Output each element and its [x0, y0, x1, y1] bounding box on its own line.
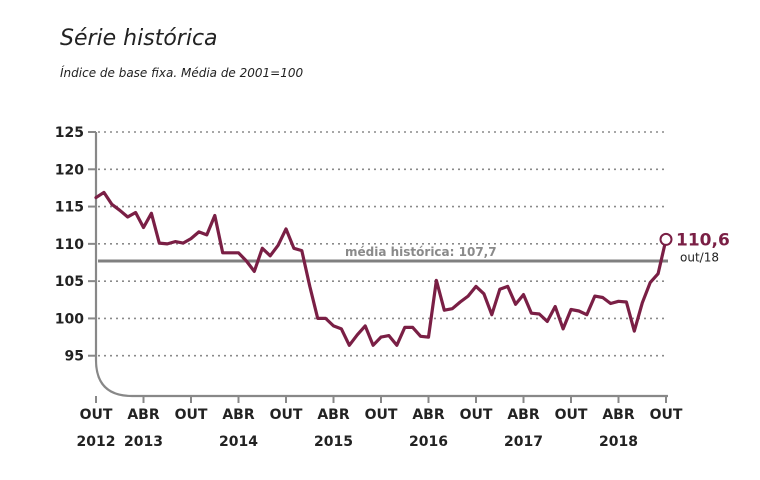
x-tick-label: OUT [270, 407, 303, 423]
x-tick-label: OUT [365, 407, 398, 423]
last-point-marker [659, 232, 673, 246]
x-tick-label: OUT [460, 407, 493, 423]
x-year-label: 2018 [599, 434, 638, 450]
x-tick-label: OUT [80, 407, 113, 423]
x-year-label: 2016 [409, 434, 448, 450]
x-tick-label: ABR [222, 407, 255, 423]
x-year-label: 2017 [504, 434, 543, 450]
y-tick-label: 105 [55, 274, 84, 290]
y-tick-label: 120 [55, 162, 84, 178]
x-tick-label: ABR [507, 407, 540, 423]
x-tick-label: OUT [175, 407, 208, 423]
mean-reference-label: média histórica: 107,7 [345, 245, 497, 259]
last-point-value: 110,6 [676, 230, 730, 250]
x-tick-label: OUT [555, 407, 588, 423]
chart-title: Série histórica [60, 26, 218, 51]
x-tick-label: ABR [412, 407, 445, 423]
y-tick-label: 115 [55, 200, 84, 216]
y-tick-label: 110 [55, 237, 84, 253]
y-tick-label: 95 [65, 349, 84, 365]
x-year-label: 2014 [219, 434, 258, 450]
y-axis-line [94, 132, 668, 398]
x-year-label: 2012 [77, 434, 116, 450]
x-tick-label: ABR [602, 407, 635, 423]
y-tick-label: 100 [55, 311, 84, 327]
series-line [94, 190, 668, 347]
x-axis-ticks: OUT 2012 ABR 2013 OUT ABR 2014 OUT ABR 2015 OUT ABR… [77, 396, 683, 450]
x-tick-label: ABR [127, 407, 160, 423]
x-year-label: 2013 [124, 434, 163, 450]
y-axis-ticks: 95 100 105 110 115 120 125 [55, 125, 96, 365]
x-tick-label: ABR [317, 407, 350, 423]
y-tick-label: 125 [55, 125, 84, 141]
grid-lines [98, 131, 668, 357]
last-point-date: out/18 [680, 250, 719, 264]
chart-subtitle: Índice de base fixa. Média de 2001=100 [60, 66, 304, 80]
x-year-label: 2015 [314, 434, 353, 450]
x-tick-label: OUT [650, 407, 683, 423]
